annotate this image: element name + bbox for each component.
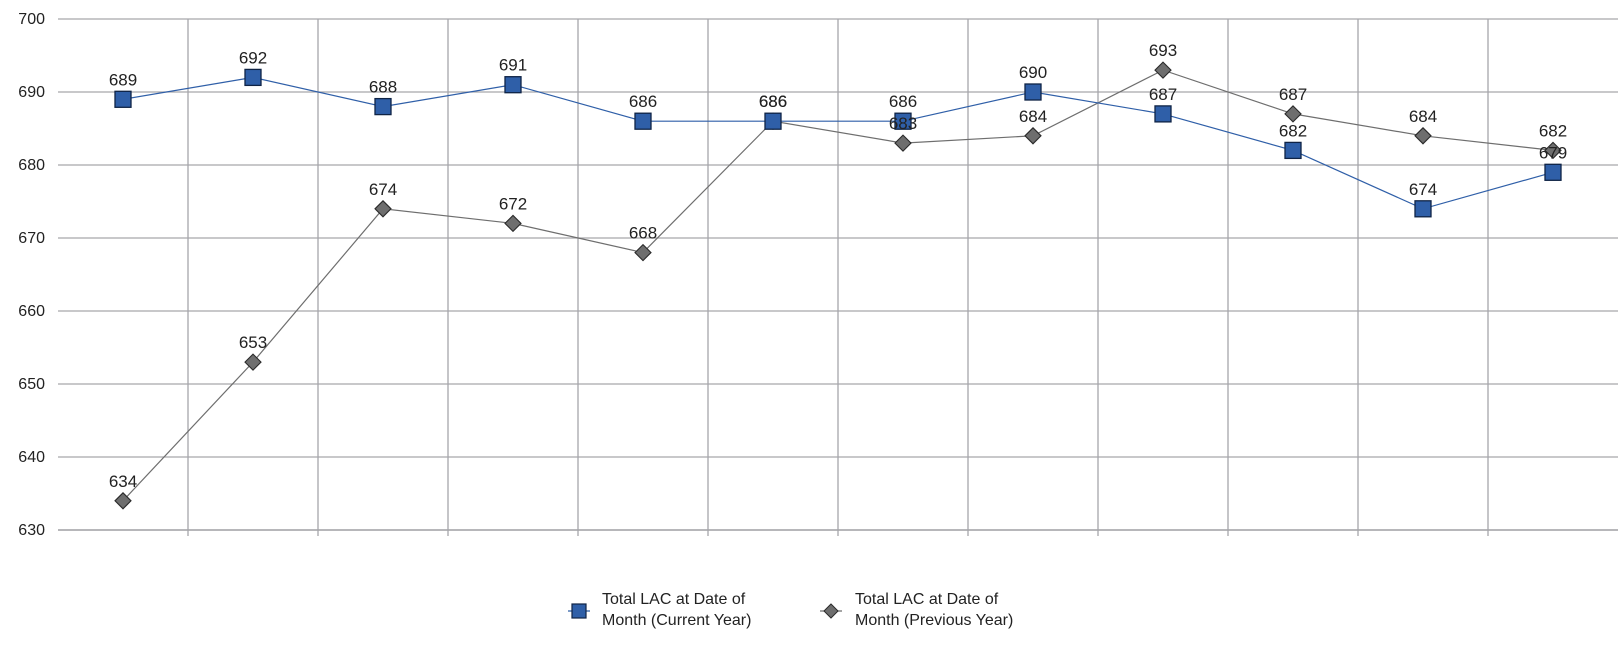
- data-point-current-year: [244, 68, 262, 87]
- data-label-previous-year: 674: [369, 180, 397, 199]
- data-label-previous-year: 653: [239, 333, 267, 352]
- data-label-previous-year: 684: [1019, 107, 1047, 126]
- data-point-current-year: [634, 112, 652, 130]
- data-label-previous-year: 634: [109, 472, 137, 491]
- data-label-current-year: 679: [1539, 143, 1567, 162]
- data-label-current-year: 686: [889, 92, 917, 111]
- data-point-previous-year: [504, 214, 522, 233]
- data-label-current-year: 686: [759, 92, 787, 111]
- data-labels: 689 692 688 691 686 686 686 690 687 682 674 679 634 6…: [109, 41, 1567, 491]
- legend-label-current-year: Month (Current Year): [602, 612, 751, 629]
- legend: Total LAC at Date of Month (Current Year)…: [568, 591, 1013, 629]
- data-label-previous-year: 686: [759, 92, 787, 111]
- data-point-previous-year: [114, 492, 132, 510]
- data-point-previous-year: [244, 353, 262, 371]
- grid: [58, 18, 1618, 536]
- data-point-current-year: [1154, 105, 1172, 123]
- legend-label-previous-year: Total LAC at Date of: [855, 591, 999, 608]
- y-tick-label: 690: [18, 84, 45, 101]
- legend-label-previous-year: Month (Previous Year): [855, 612, 1013, 629]
- data-point-current-year: [894, 112, 912, 130]
- data-label-current-year: 687: [1149, 85, 1177, 104]
- series-line-current-year: [122, 76, 1554, 210]
- data-point-current-year: [114, 90, 132, 108]
- y-tick-label: 640: [18, 449, 45, 466]
- data-label-current-year: 674: [1409, 180, 1437, 199]
- data-label-previous-year: 672: [499, 194, 527, 213]
- y-tick-label: 700: [18, 11, 45, 28]
- data-point-previous-year: [894, 134, 912, 152]
- data-label-current-year: 692: [239, 48, 267, 67]
- data-point-current-year: [1024, 83, 1042, 101]
- data-label-previous-year: 668: [629, 224, 657, 243]
- data-point-previous-year: [374, 200, 392, 218]
- series-line-previous-year: [122, 69, 1554, 502]
- data-point-previous-year: [1414, 127, 1432, 145]
- data-point-current-year: [374, 97, 392, 116]
- y-axis-tick-labels: 630 640 650 660 670 680 690 700: [18, 11, 45, 539]
- data-point-previous-year: [1024, 127, 1042, 145]
- data-point-previous-year: [1284, 105, 1302, 123]
- data-label-previous-year: 693: [1149, 41, 1177, 60]
- series-layer: [114, 61, 1562, 510]
- data-label-current-year: 682: [1279, 121, 1307, 140]
- data-point-previous-year: [1154, 61, 1172, 79]
- data-label-current-year: 686: [629, 92, 657, 111]
- data-point-previous-year: [634, 243, 652, 262]
- y-tick-label: 660: [18, 303, 45, 320]
- data-point-current-year: [1544, 163, 1562, 181]
- data-label-previous-year: 682: [1539, 121, 1567, 140]
- y-tick-label: 650: [18, 376, 45, 393]
- data-point-current-year: [504, 76, 522, 94]
- legend-marker-previous-year: [823, 603, 839, 619]
- data-label-previous-year: 684: [1409, 107, 1437, 126]
- y-tick-label: 630: [18, 522, 45, 539]
- data-label-previous-year: 683: [889, 114, 917, 133]
- data-point-previous-year: [1544, 141, 1562, 160]
- y-tick-label: 680: [18, 157, 45, 174]
- data-point-current-year: [1414, 200, 1432, 218]
- data-label-current-year: 689: [109, 70, 137, 89]
- data-label-current-year: 690: [1019, 63, 1047, 82]
- legend-marker-current-year: [571, 603, 587, 619]
- y-tick-label: 670: [18, 230, 45, 247]
- data-label-current-year: 688: [369, 78, 397, 97]
- data-label-previous-year: 687: [1279, 85, 1307, 104]
- data-point-current-year: [764, 112, 782, 130]
- legend-label-current-year: Total LAC at Date of: [602, 591, 746, 608]
- data-label-current-year: 691: [499, 56, 527, 75]
- data-point-current-year: [1284, 141, 1302, 160]
